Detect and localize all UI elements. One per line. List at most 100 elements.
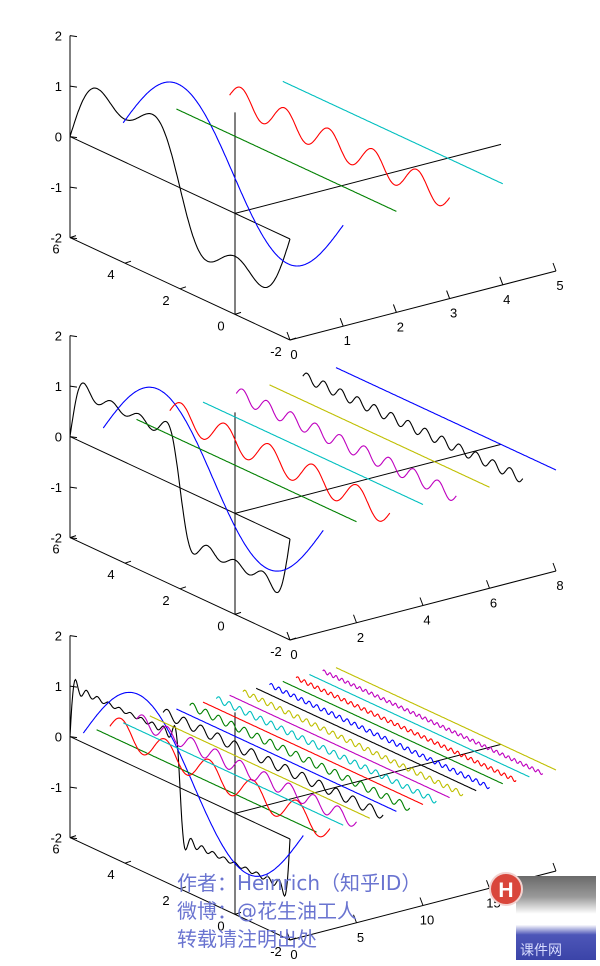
z-tick-label: 0: [55, 130, 62, 145]
z-tick-label: -2: [50, 231, 62, 246]
y-tick-mark: [552, 862, 557, 872]
z-tick-mark: [69, 237, 78, 240]
series-line-1: [82, 691, 304, 877]
series-line-16: [282, 680, 504, 785]
series-line-2: [176, 108, 397, 212]
series-line-5: [136, 714, 357, 827]
x-tick-mark: [179, 886, 187, 890]
y-tick-mark: [419, 597, 424, 606]
y-tick-mark: [286, 931, 291, 941]
x-tick-mark: [179, 286, 187, 290]
z-tick-mark: [69, 537, 78, 540]
series-line-18: [309, 673, 530, 778]
series-line-10: [202, 701, 424, 806]
watermark-repost-notice: 转载请注明出处: [177, 927, 317, 951]
series-line-8: [176, 708, 397, 812]
y-tick-label: 8: [556, 578, 563, 593]
site-logo-text: 课件网: [520, 943, 562, 959]
z-tick-mark: [69, 837, 78, 840]
z-tick-label: 2: [55, 29, 62, 44]
x-tick-mark: [234, 911, 242, 915]
x-tick-mark: [124, 860, 132, 864]
x-tick-label: 2: [162, 593, 169, 608]
z-tick-mark: [69, 136, 78, 139]
series-line-7: [302, 372, 524, 483]
x-tick-label: 4: [107, 867, 114, 882]
y-tick-label: 2: [357, 630, 364, 645]
y-tick-label: 6: [490, 595, 497, 610]
y-tick-mark: [286, 631, 291, 641]
y-tick-mark: [339, 318, 344, 327]
series-line-17: [295, 676, 517, 782]
z-tick-label: 2: [55, 629, 62, 644]
z-tick-mark: [69, 436, 78, 439]
watermark-author: 作者：Heinrich（知乎ID）: [177, 871, 422, 895]
y-tick-label: 4: [423, 613, 430, 628]
series-line-4: [202, 401, 424, 506]
z-tick-label: -2: [50, 531, 62, 546]
z-tick-label: 0: [55, 730, 62, 745]
x-tick-label: 6: [52, 842, 59, 857]
x-tick-label: 6: [52, 542, 59, 557]
series-line-7: [162, 708, 384, 819]
y-tick-mark: [552, 262, 557, 272]
y-tick-mark: [353, 914, 357, 923]
series-line-3: [109, 717, 331, 838]
y-tick-mark: [392, 304, 397, 313]
y-tick-mark: [446, 290, 451, 299]
series-line-20: [335, 667, 557, 771]
x-tick-mark: [124, 560, 132, 564]
series-line-5: [235, 388, 457, 501]
x-tick-mark: [69, 535, 77, 539]
series-line-0: [69, 87, 291, 289]
x-tick-mark: [234, 311, 242, 315]
y-tick-label: 4: [503, 292, 510, 307]
z-tick-label: -1: [50, 180, 62, 195]
z-tick-mark: [69, 635, 78, 638]
y-tick-label: 10: [420, 913, 434, 928]
z-tick-mark: [69, 186, 78, 189]
z-tick-mark: [69, 486, 78, 489]
z-tick-label: -1: [50, 480, 62, 495]
series-line-13: [242, 689, 464, 797]
x-tick-label: 0: [217, 918, 224, 933]
x-tick-label: 0: [217, 318, 224, 333]
series-line-15: [269, 682, 490, 790]
x-tick-label: 2: [162, 893, 169, 908]
series-line-6: [269, 384, 490, 488]
chart-panel-1: -2 -1 0 1 2 -2 0 2 4 6 0 1 2 3 4 5: [50, 29, 563, 362]
z-tick-label: 1: [55, 379, 62, 394]
series-line-0: [69, 678, 291, 897]
site-logo: [516, 876, 596, 960]
series-line-11: [215, 696, 437, 804]
series-line-2: [136, 418, 357, 523]
series-line-8: [335, 367, 557, 471]
x-tick-label: -2: [270, 644, 282, 659]
y-tick-mark: [286, 331, 291, 341]
origin-y-line: [234, 143, 502, 214]
x-tick-label: -2: [270, 344, 282, 359]
y-tick-mark: [499, 276, 504, 285]
x-tick-mark: [69, 235, 77, 239]
y-tick-label: 0: [290, 347, 297, 362]
x-tick-label: 0: [217, 618, 224, 633]
series-line-9: [189, 702, 411, 811]
z-tick-label: -2: [50, 831, 62, 846]
x-tick-mark: [69, 835, 77, 839]
series-line-6: [149, 715, 371, 819]
x-tick-label: 2: [162, 293, 169, 308]
z-tick-label: 1: [55, 79, 62, 94]
y-tick-mark: [552, 562, 557, 572]
x-tick-label: 4: [107, 267, 114, 282]
series-line-14: [255, 687, 477, 792]
y-tick-label: 1: [344, 333, 351, 348]
z-tick-label: 2: [55, 329, 62, 344]
z-tick-mark: [69, 385, 78, 388]
watermark-weibo: 微博：@花生油工人: [177, 899, 357, 923]
series-line-3: [169, 402, 391, 522]
z-tick-label: 1: [55, 679, 62, 694]
series-line-1: [122, 81, 344, 267]
x-tick-mark: [289, 637, 297, 641]
